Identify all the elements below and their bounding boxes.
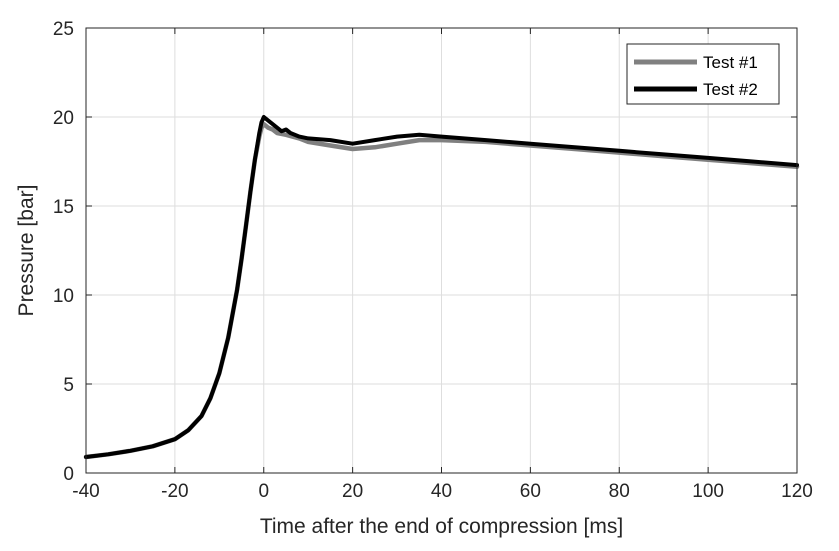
x-tick-label: -40 — [72, 481, 99, 502]
legend-box — [626, 43, 780, 105]
x-tick-label: 120 — [781, 481, 813, 502]
x-axis-label: Time after the end of compression [ms] — [260, 515, 623, 538]
y-tick-label: 10 — [53, 286, 74, 307]
legend-label-test-1: Test #1 — [703, 53, 758, 72]
x-tick-label: -20 — [161, 481, 188, 502]
x-axis-ticks: -40 -20 0 20 40 60 80 100 120 — [72, 28, 813, 502]
y-tick-label: 15 — [53, 197, 74, 218]
legend: Test #1 Test #2 — [626, 43, 780, 105]
y-tick-label: 25 — [53, 19, 74, 40]
x-tick-label: 0 — [258, 481, 269, 502]
y-tick-label: 20 — [53, 108, 74, 129]
y-tick-label: 5 — [63, 375, 74, 396]
x-tick-label: 20 — [342, 481, 363, 502]
series-layer — [83, 115, 800, 460]
x-tick-label: 80 — [609, 481, 630, 502]
series-line-test-2 — [84, 115, 799, 459]
y-axis-label: Pressure [bar] — [15, 185, 38, 317]
x-tick-label: 40 — [431, 481, 452, 502]
x-tick-label: 100 — [692, 481, 724, 502]
legend-label-test-2: Test #2 — [703, 80, 758, 99]
y-tick-label: 0 — [63, 464, 74, 485]
y-axis-ticks: 0 5 10 15 20 25 — [53, 19, 797, 485]
x-tick-label: 60 — [520, 481, 541, 502]
